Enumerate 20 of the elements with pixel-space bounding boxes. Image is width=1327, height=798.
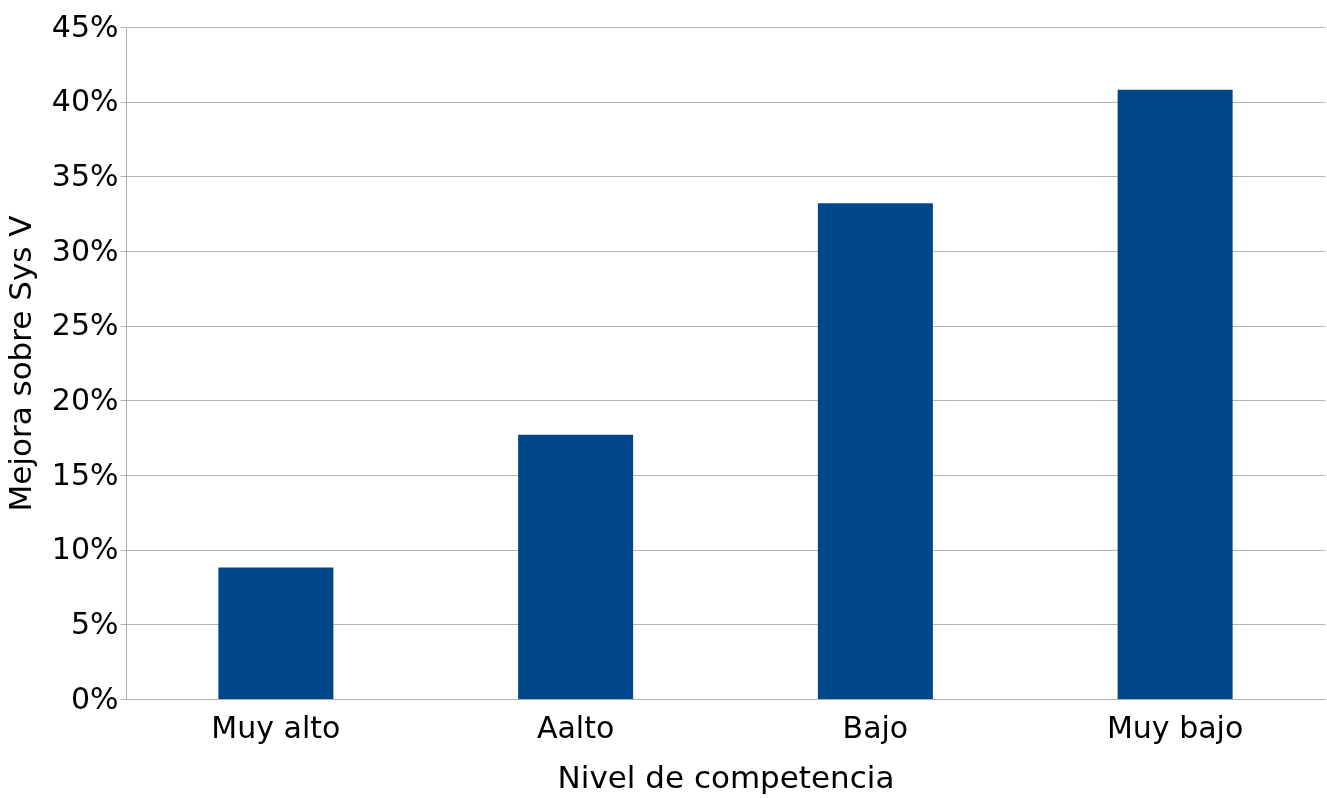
x-tick-label: Muy bajo xyxy=(1106,709,1244,745)
y-tick-label: 35% xyxy=(51,157,119,193)
y-tick-label: 25% xyxy=(51,307,119,343)
x-axis-title: Nivel de competencia xyxy=(557,758,895,795)
x-tick-label: Muy alto xyxy=(211,709,341,745)
y-tick-label: 0% xyxy=(70,680,119,716)
bar xyxy=(518,434,634,699)
y-tick-label: 30% xyxy=(51,232,119,268)
y-tick-label: 15% xyxy=(51,456,119,492)
bar xyxy=(1117,89,1233,699)
y-tick-label: 5% xyxy=(70,605,119,641)
y-tick-label: 40% xyxy=(51,83,119,119)
x-tick-label: Bajo xyxy=(842,709,909,745)
y-tick-label: 20% xyxy=(51,381,119,417)
y-axis-title: Mejora sobre Sys V xyxy=(1,215,38,512)
y-tick-label: 10% xyxy=(51,531,119,567)
bar xyxy=(218,567,334,699)
y-tick-label: 45% xyxy=(51,8,119,44)
x-tick-label: Aalto xyxy=(536,709,615,745)
bar xyxy=(817,203,933,699)
